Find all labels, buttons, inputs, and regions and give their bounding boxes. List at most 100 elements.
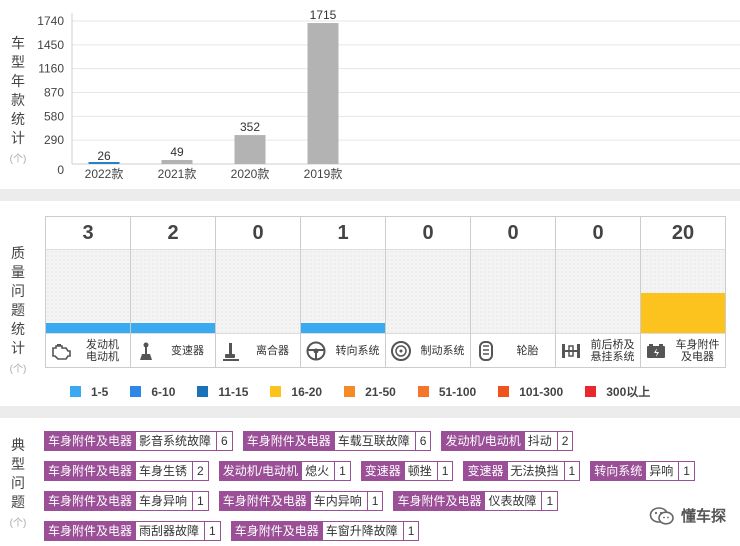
issue-count-badge: 1: [334, 462, 350, 480]
watermark-text: 懂车探: [680, 508, 726, 525]
bar: [234, 135, 266, 164]
legend-label: 1-5: [91, 384, 109, 399]
legend-swatch: [417, 386, 429, 397]
issue-count: 1: [301, 217, 385, 249]
wechat-icon: [649, 506, 674, 525]
issues-label-char: 题: [11, 494, 25, 510]
quality-grid: 3 发动机 电动机 2 变速器 0 离合器 1 转向系统 0 制动系统 0 轮胎 0 前后桥及 悬挂系统 20 车…: [45, 216, 726, 368]
issue-count-badge: 1: [678, 462, 694, 480]
x-tick-label: 2021款: [158, 167, 197, 181]
issue-count: 20: [641, 217, 725, 249]
quality-label-char: 题: [11, 302, 25, 318]
legend-swatch: [585, 386, 597, 397]
issue-system: 车身附件及电器: [243, 432, 335, 450]
legend-swatch: [344, 386, 356, 397]
issue-system: 变速器: [361, 462, 405, 480]
issue-count: 0: [556, 217, 640, 249]
system-name-cell: 车身附件 及电器: [641, 333, 725, 367]
engine-icon: [50, 340, 72, 362]
issue-tag[interactable]: 车身附件及电器 车身异响 1: [44, 491, 209, 511]
issue-problem: 车身异响: [136, 492, 193, 510]
issue-tag[interactable]: 变速器 顿挫 1: [360, 461, 454, 481]
system-name-line: 车身附件: [675, 338, 720, 351]
system-name: 变速器: [160, 345, 215, 357]
issue-tag[interactable]: 车身附件及电器 影音系统故障 6: [44, 431, 233, 451]
issue-problem: 车载互联故障: [334, 432, 415, 450]
issue-level-bar-area: [556, 249, 640, 333]
legend-swatch: [270, 386, 282, 397]
issues-label-char: 问: [11, 475, 25, 491]
y-tick-label: 580: [44, 109, 64, 123]
quality-column-0: 3 发动机 电动机: [46, 217, 131, 368]
year-label-char: 款: [11, 92, 25, 108]
issue-level-fill: [46, 323, 130, 333]
system-name-line: 转向系统: [335, 344, 380, 357]
quality-label-char: 计: [11, 340, 25, 356]
issue-problem: 车身生锈: [136, 462, 193, 480]
issue-count: 0: [471, 217, 555, 249]
issues-section-label: 典型问题 (个): [0, 436, 36, 529]
system-name: 车身附件 及电器: [670, 339, 725, 363]
year-model-bar-chart: 0 290 580 870 1160 1450 1740 26 2022款 49 2021款 352 2…: [37, 8, 740, 181]
issues-label-char: 型: [11, 456, 25, 472]
issue-system: 发动机/电动机: [442, 432, 525, 450]
issue-tag[interactable]: 车身附件及电器 雨刮器故障 1: [44, 521, 221, 541]
system-name-cell: 转向系统: [301, 333, 385, 367]
issue-level-fill: [641, 293, 725, 333]
divider-band-2: [0, 406, 740, 418]
system-name-cell: 发动机 电动机: [46, 333, 130, 367]
legend-label: 21-50: [365, 384, 396, 399]
quality-column-6: 0 前后桥及 悬挂系统: [556, 217, 641, 368]
system-name: 轮胎: [500, 345, 555, 357]
issue-system: 车身附件及电器: [219, 492, 311, 510]
legend-label: 51-100: [438, 384, 477, 399]
legend-item: 16-20: [270, 383, 322, 400]
issue-tag[interactable]: 车身附件及电器 车载互联故障 6: [242, 431, 432, 451]
issue-tag[interactable]: 发动机/电动机 抖动 2: [441, 431, 574, 451]
legend-swatch: [70, 386, 81, 397]
issue-tag[interactable]: 车身附件及电器 仪表故障 1: [393, 491, 559, 511]
legend-item: 51-100: [417, 383, 477, 400]
issue-tag[interactable]: 发动机/电动机 熄火 1: [218, 461, 351, 481]
typical-issues-tags: 车身附件及电器 影音系统故障 6 车身附件及电器 车载互联故障 6 发动机/电动机 抖动 2 车身…: [44, 431, 734, 546]
year-label-char: 计: [11, 130, 25, 146]
bar-value-label: 49: [170, 145, 184, 159]
issue-count-badge: 2: [556, 432, 573, 450]
issue-problem: 车窗升降故障: [322, 522, 403, 540]
bar-value-label: 26: [97, 149, 111, 163]
issue-problem: 仪表故障: [485, 492, 542, 510]
system-name: 发动机 电动机: [75, 339, 130, 363]
year-label-char: 年: [11, 73, 25, 89]
issue-problem: 熄火: [302, 462, 335, 480]
issue-count-badge: 1: [563, 462, 580, 480]
system-name-cell: 前后桥及 悬挂系统: [556, 333, 640, 367]
issues-label-char: 典: [11, 437, 25, 453]
legend-swatch: [130, 386, 142, 397]
legend-item: 1-5: [70, 383, 108, 400]
issue-tag[interactable]: 变速器 无法换挡 1: [463, 461, 581, 481]
tag-row: 车身附件及电器 影音系统故障 6 车身附件及电器 车载互联故障 6 发动机/电动机 抖动 2: [44, 431, 734, 451]
issue-count-badge: 1: [366, 492, 383, 510]
issue-count-badge: 1: [541, 492, 558, 510]
issue-tag[interactable]: 车身附件及电器 车身生锈 2: [44, 461, 209, 481]
steering-wheel-icon: [305, 340, 327, 362]
system-name-line: 离合器: [256, 344, 289, 357]
y-tick-label: 290: [44, 133, 64, 147]
quality-column-3: 1 转向系统: [301, 217, 386, 368]
y-tick-label: 870: [44, 86, 64, 100]
issue-tag[interactable]: 转向系统 异响 1: [590, 461, 695, 481]
x-tick-label: 2020款: [231, 167, 270, 181]
quality-column-2: 0 离合器: [216, 217, 301, 368]
system-name-line: 悬挂系统: [590, 350, 635, 363]
issue-count-badge: 2: [192, 462, 208, 480]
legend-item: 6-10: [130, 383, 175, 400]
legend-label: 16-20: [291, 384, 323, 399]
issue-problem: 顿挫: [404, 462, 437, 480]
quality-label-char: 量: [11, 264, 25, 280]
issue-level-bar-area: [471, 249, 555, 333]
quality-label-char: 质: [11, 245, 25, 261]
issue-tag[interactable]: 车身附件及电器 车内异响 1: [218, 491, 384, 511]
year-label-char: 车: [11, 35, 25, 51]
issue-count-badge: 6: [216, 432, 232, 450]
issue-tag[interactable]: 车身附件及电器 车窗升降故障 1: [230, 521, 420, 541]
